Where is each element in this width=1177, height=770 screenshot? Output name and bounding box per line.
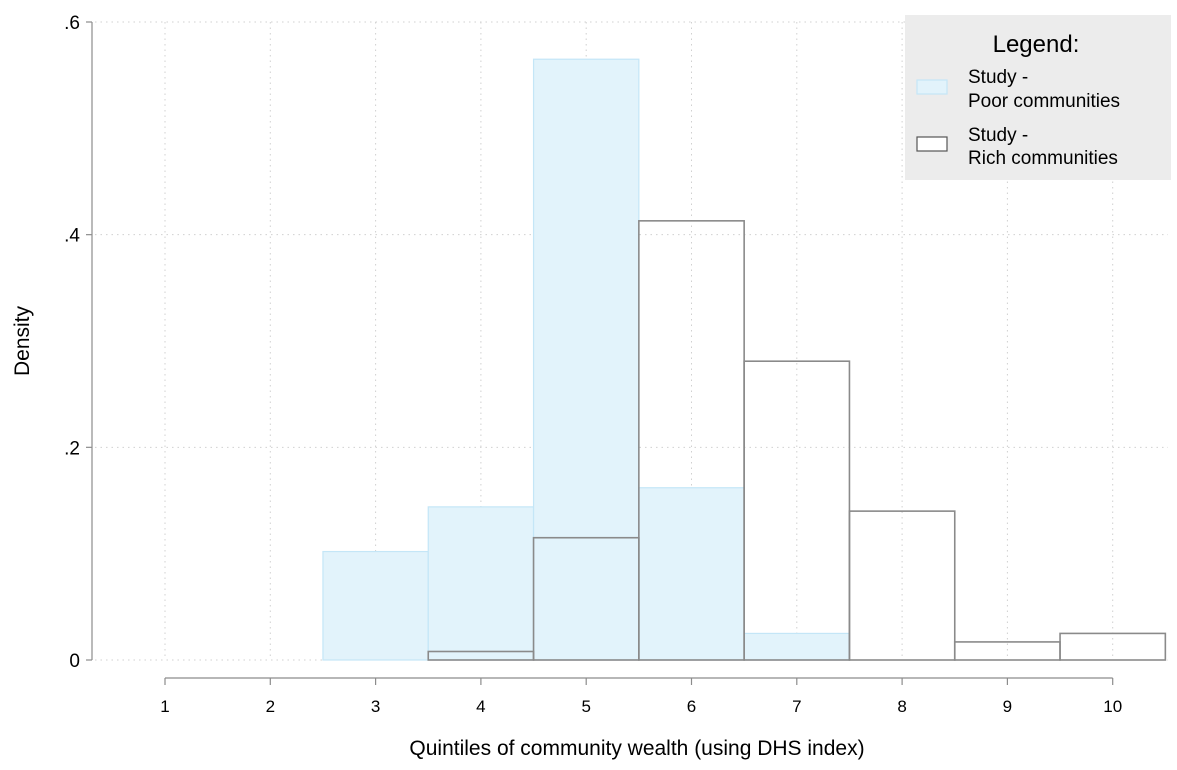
x-tick-label: 2 [266, 697, 275, 716]
legend-label-poor-line1: Study - [968, 67, 1028, 88]
y-tick-label: .2 [64, 438, 80, 459]
bar-series1-x7 [743, 360, 851, 661]
y-tick-label: .6 [64, 13, 80, 34]
bar-series0-x5 [532, 58, 640, 661]
legend-label-poor-line2: Poor communities [968, 91, 1120, 112]
bar-series0-x7 [743, 632, 851, 661]
y-tick-label: .4 [64, 226, 80, 247]
y-tick-label: 0 [69, 651, 80, 672]
x-tick-label: 7 [792, 697, 801, 716]
bar-series0-x3 [322, 550, 429, 661]
legend: Legend: Study - Poor communities Study -… [905, 15, 1171, 180]
legend-swatch-rich [916, 136, 948, 152]
bar-series0-x6 [638, 487, 745, 661]
bar-series1-x10 [1059, 632, 1167, 661]
y-axis-label: Density [11, 305, 34, 376]
legend-label-rich-line2: Rich communities [968, 148, 1118, 169]
x-axis-label: Quintiles of community wealth (using DHS… [409, 737, 864, 760]
x-tick-label: 5 [581, 697, 590, 716]
bar-series1-x8 [848, 510, 956, 661]
x-tick-label: 4 [476, 697, 485, 716]
bar-series0-x4 [427, 506, 535, 661]
x-tick-label: 3 [371, 697, 380, 716]
x-tick-label: 6 [687, 697, 696, 716]
legend-title: Legend: [993, 31, 1080, 58]
legend-background [905, 15, 1171, 180]
legend-swatch-poor [916, 79, 948, 95]
legend-label-rich-line1: Study - [968, 125, 1028, 146]
x-tick-label: 8 [897, 697, 906, 716]
x-tick-label: 9 [1003, 697, 1012, 716]
bars-layer [322, 58, 1167, 661]
x-tick-label: 1 [160, 697, 169, 716]
x-tick-label: 10 [1103, 697, 1122, 716]
axes-layer: 0 .2 .4 .6 1 2 3 4 5 6 7 8 9 10 [64, 13, 1122, 716]
